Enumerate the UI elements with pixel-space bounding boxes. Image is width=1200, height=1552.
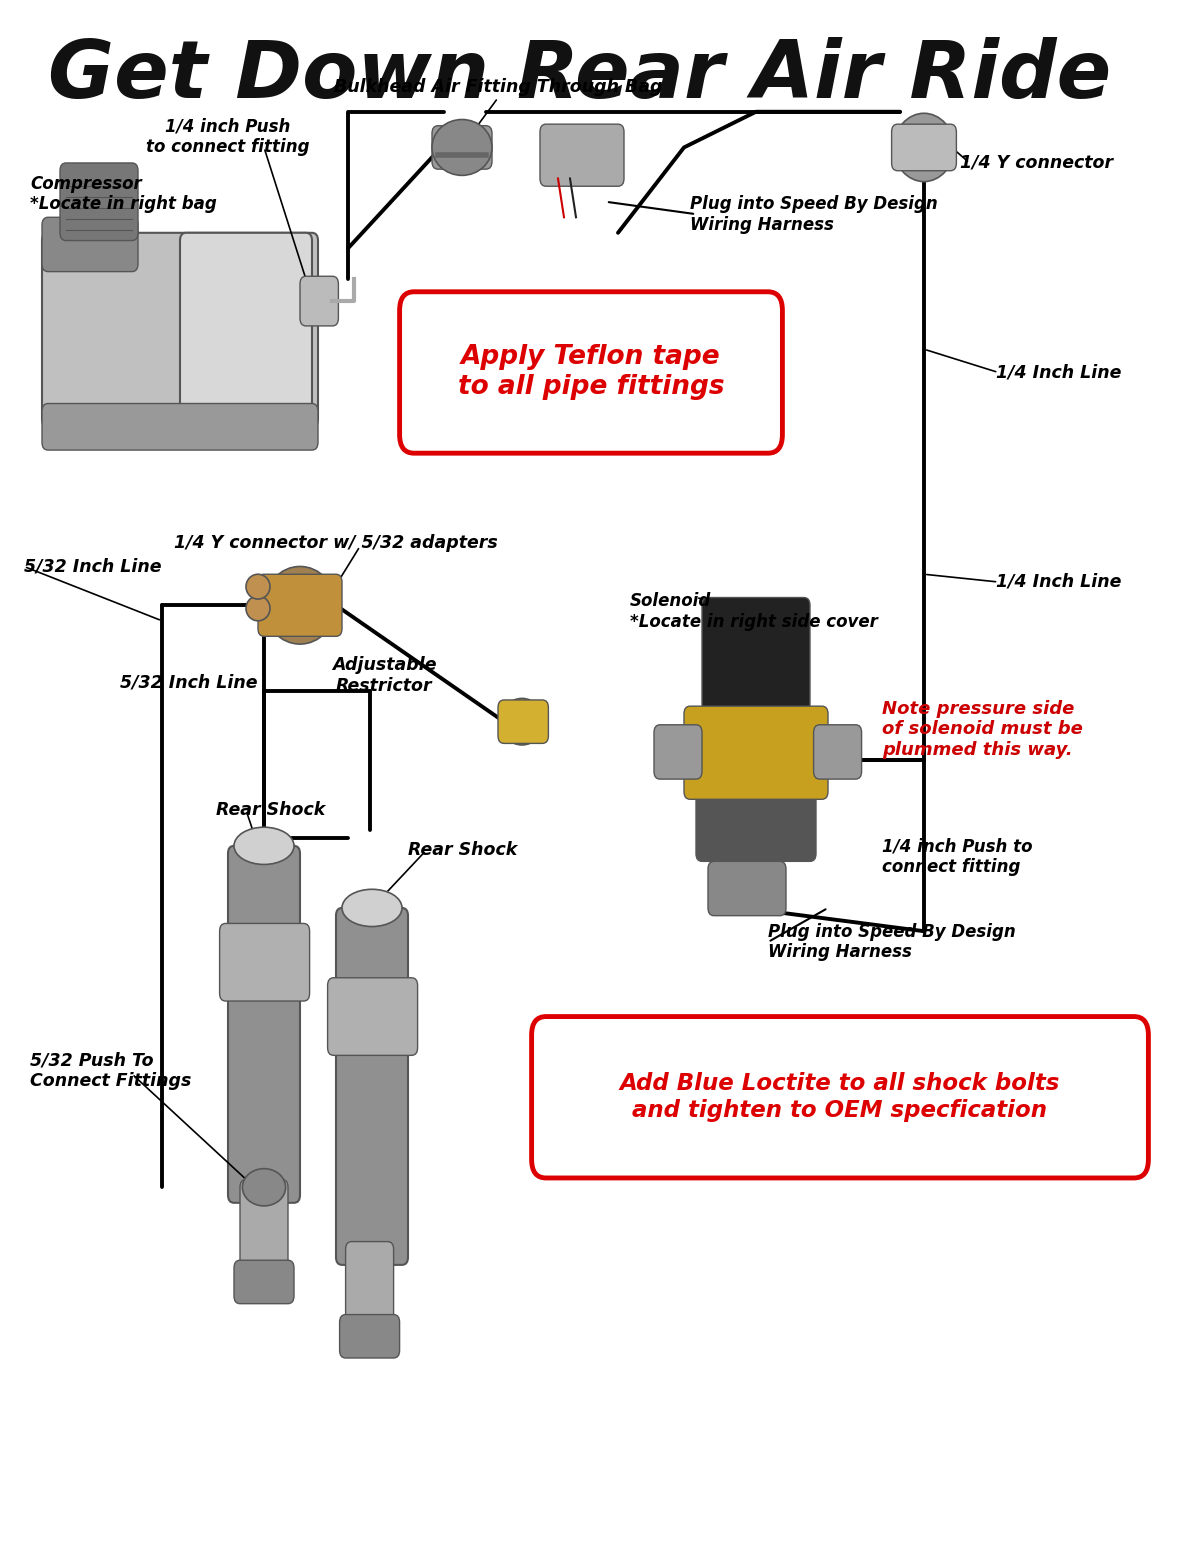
FancyBboxPatch shape	[60, 163, 138, 241]
Text: 1/4 Inch Line: 1/4 Inch Line	[996, 363, 1121, 382]
FancyBboxPatch shape	[42, 233, 318, 427]
FancyBboxPatch shape	[228, 846, 300, 1203]
Text: 5/32 Inch Line: 5/32 Inch Line	[24, 557, 162, 576]
Ellipse shape	[246, 574, 270, 599]
Text: Get Down Rear Air Ride: Get Down Rear Air Ride	[48, 37, 1111, 115]
Text: Plug into Speed By Design
Wiring Harness: Plug into Speed By Design Wiring Harness	[690, 194, 937, 234]
Ellipse shape	[234, 827, 294, 864]
FancyBboxPatch shape	[696, 781, 816, 861]
Ellipse shape	[432, 120, 492, 175]
FancyBboxPatch shape	[432, 126, 492, 169]
Text: Rear Shock: Rear Shock	[216, 801, 325, 819]
Ellipse shape	[246, 596, 270, 621]
FancyBboxPatch shape	[702, 598, 810, 729]
Ellipse shape	[264, 566, 336, 644]
Text: 1/4 inch Push to
connect fitting: 1/4 inch Push to connect fitting	[882, 838, 1032, 875]
FancyBboxPatch shape	[532, 1017, 1148, 1178]
Ellipse shape	[894, 113, 954, 182]
FancyBboxPatch shape	[180, 233, 312, 427]
Text: Solenoid
*Locate in right side cover: Solenoid *Locate in right side cover	[630, 593, 878, 632]
FancyBboxPatch shape	[498, 700, 548, 743]
Text: Note pressure side
of solenoid must be
plummed this way.: Note pressure side of solenoid must be p…	[882, 700, 1082, 759]
Text: Compressor
*Locate in right bag: Compressor *Locate in right bag	[30, 174, 217, 214]
Text: 1/4 Inch Line: 1/4 Inch Line	[996, 573, 1121, 591]
Text: 5/32 Inch Line: 5/32 Inch Line	[120, 674, 258, 692]
Text: Apply Teflon tape
to all pipe fittings: Apply Teflon tape to all pipe fittings	[457, 345, 725, 400]
Text: Adjustable
Restrictor: Adjustable Restrictor	[331, 656, 437, 695]
FancyBboxPatch shape	[328, 978, 418, 1055]
Text: Rear Shock: Rear Shock	[408, 841, 517, 860]
FancyBboxPatch shape	[684, 706, 828, 799]
FancyBboxPatch shape	[220, 923, 310, 1001]
FancyBboxPatch shape	[336, 908, 408, 1265]
Text: 5/32 Push To
Connect Fittings: 5/32 Push To Connect Fittings	[30, 1052, 191, 1090]
FancyBboxPatch shape	[400, 292, 782, 453]
Ellipse shape	[342, 889, 402, 927]
Text: Add Blue Loctite to all shock bolts
and tighten to OEM specfication: Add Blue Loctite to all shock bolts and …	[620, 1072, 1060, 1122]
FancyBboxPatch shape	[240, 1180, 288, 1280]
Ellipse shape	[242, 1169, 286, 1206]
FancyBboxPatch shape	[234, 1260, 294, 1304]
Text: 1/4 inch Push
to connect fitting: 1/4 inch Push to connect fitting	[146, 118, 310, 157]
FancyBboxPatch shape	[300, 276, 338, 326]
FancyBboxPatch shape	[540, 124, 624, 186]
Text: Bulkhead Air Fitting Through Bag: Bulkhead Air Fitting Through Bag	[334, 78, 662, 96]
FancyBboxPatch shape	[258, 574, 342, 636]
Text: Plug into Speed By Design
Wiring Harness: Plug into Speed By Design Wiring Harness	[768, 922, 1015, 961]
FancyBboxPatch shape	[654, 725, 702, 779]
Ellipse shape	[500, 698, 544, 745]
FancyBboxPatch shape	[814, 725, 862, 779]
FancyBboxPatch shape	[42, 404, 318, 450]
Text: 1/4 Y connector: 1/4 Y connector	[960, 154, 1114, 172]
FancyBboxPatch shape	[346, 1242, 394, 1335]
FancyBboxPatch shape	[892, 124, 956, 171]
FancyBboxPatch shape	[340, 1315, 400, 1358]
Text: 1/4 Y connector w/ 5/32 adapters: 1/4 Y connector w/ 5/32 adapters	[174, 534, 498, 553]
FancyBboxPatch shape	[42, 217, 138, 272]
FancyBboxPatch shape	[708, 861, 786, 916]
